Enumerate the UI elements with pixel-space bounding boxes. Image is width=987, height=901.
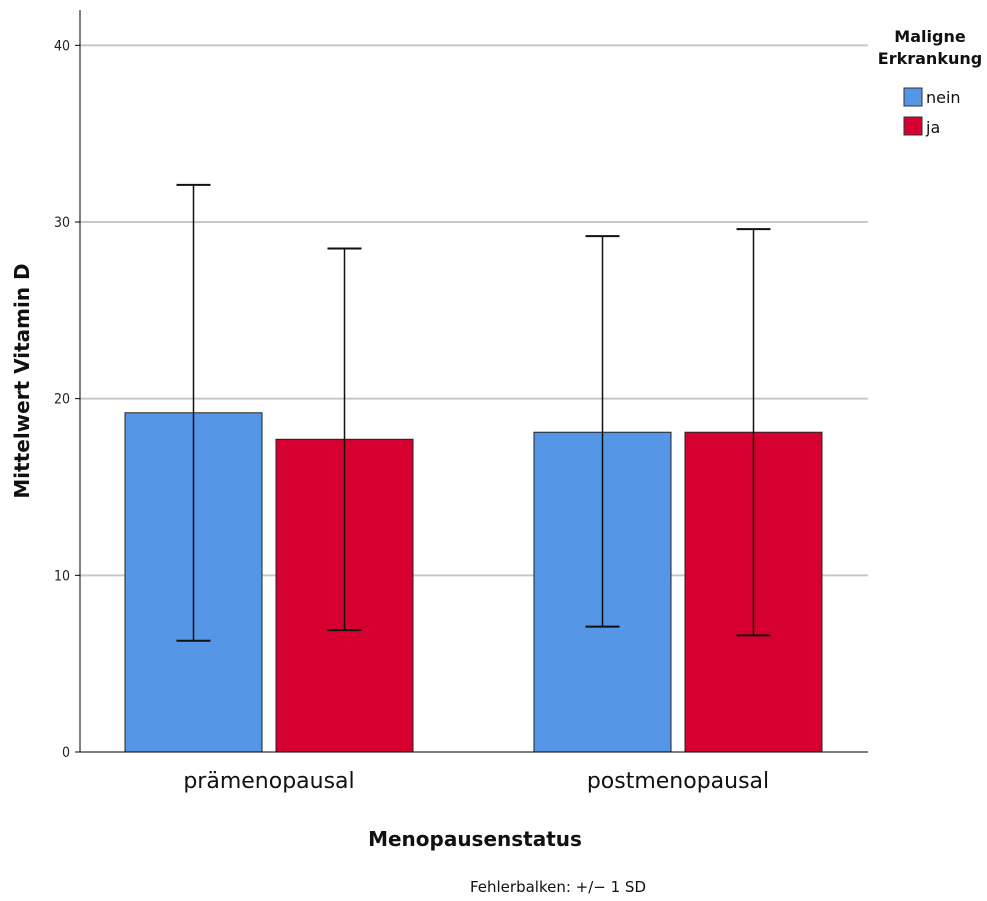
y-axis-label: Mittelwert Vitamin D: [10, 263, 34, 498]
y-tick-label-0: 0: [62, 745, 70, 761]
y-tick-labels: 0 10 20 30 40: [54, 38, 80, 761]
legend-label-nein: nein: [926, 88, 961, 107]
legend-title-line1: Maligne: [894, 27, 966, 46]
x-category-labels: prämenopausal postmenopausal: [183, 769, 769, 794]
y-tick-label-20: 20: [54, 392, 70, 408]
legend-swatch-ja: [903, 116, 923, 136]
x-tick-label-1: postmenopausal: [587, 769, 769, 794]
error-bar-note: Fehlerbalken: +/− 1 SD: [470, 878, 646, 896]
y-tick-label-40: 40: [54, 38, 70, 54]
bars: [124, 412, 823, 753]
x-tick-label-0: prämenopausal: [183, 769, 354, 794]
x-axis-label: Menopausenstatus: [368, 827, 582, 851]
axes: [79, 10, 868, 753]
error-bars: [176, 183, 771, 642]
legend: Maligne Erkrankung nein ja: [878, 27, 982, 137]
legend-swatch-nein: [903, 87, 923, 107]
legend-title-line2: Erkrankung: [878, 49, 982, 68]
legend-label-ja: ja: [925, 118, 940, 137]
y-tick-label-30: 30: [54, 215, 70, 231]
y-tick-label-10: 10: [54, 568, 70, 584]
